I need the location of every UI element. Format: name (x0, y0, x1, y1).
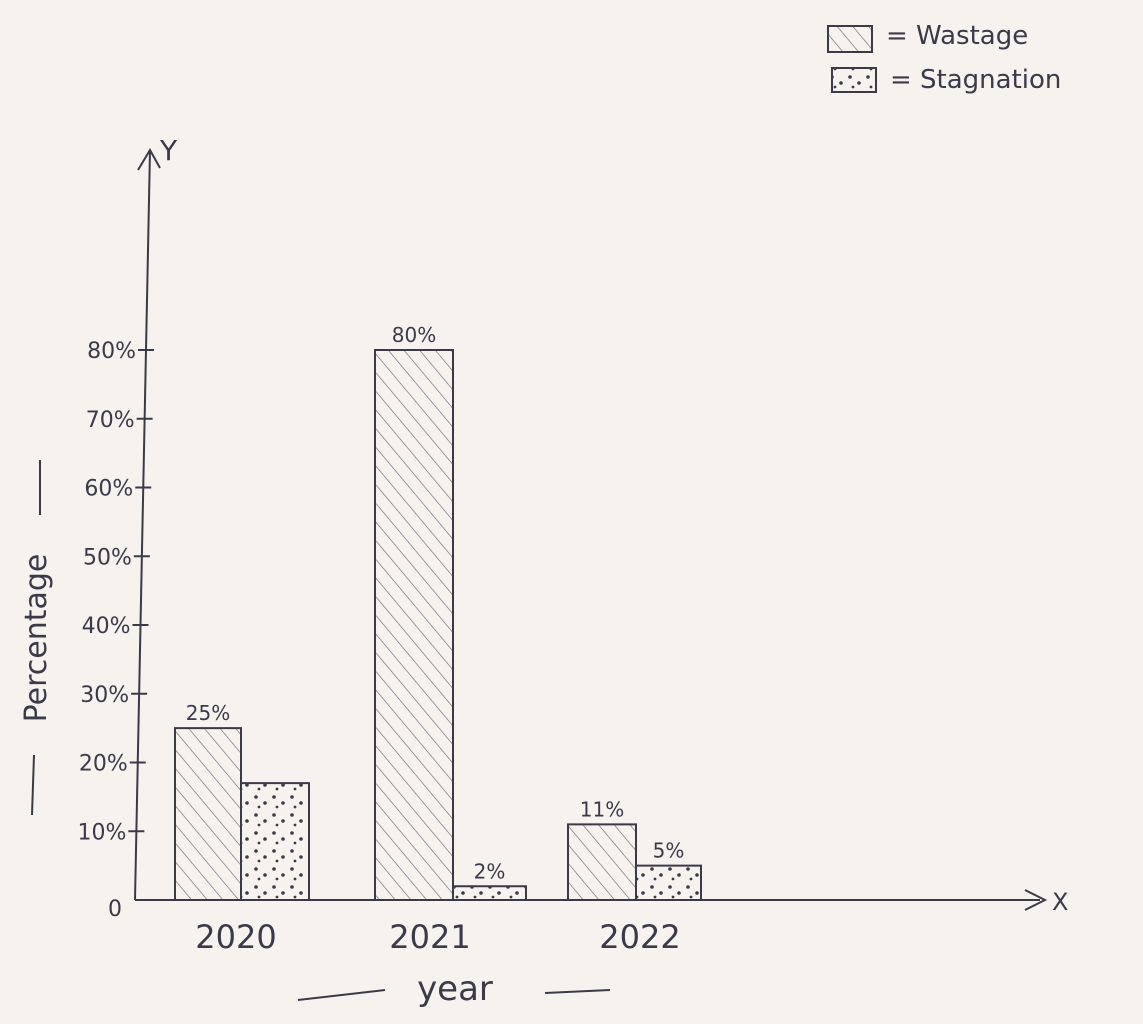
x-axis-title-dash-left (297, 989, 386, 1001)
x-axis-arrow (1024, 889, 1048, 911)
legend-swatch-stagnation (831, 67, 877, 93)
bar-stagnation-2020 (240, 782, 310, 901)
data-label: 2% (474, 859, 506, 883)
y-tick-label: 10% (77, 820, 126, 845)
y-axis-letter: Y (159, 134, 178, 167)
legend-label-stagnation: = Stagnation (890, 65, 1061, 95)
bar-wastage-2020 (174, 727, 242, 901)
origin-label: 0 (108, 897, 122, 922)
data-label: 5% (653, 839, 685, 863)
y-tick-label: 60% (84, 477, 133, 502)
bar-wastage-2022 (567, 823, 637, 901)
y-tick-label: 20% (79, 752, 128, 777)
legend-swatch-wastage (827, 25, 873, 53)
data-label: 11% (580, 797, 624, 821)
x-axis-title-dash-right (544, 989, 611, 994)
y-axis-arrow (137, 148, 161, 171)
x-tick-labels: 2020 2021 2022 (195, 918, 680, 956)
y-axis-title-dash-bottom (31, 754, 35, 816)
bar-wastage-2021 (374, 349, 454, 901)
y-axis-title: Percentage (19, 554, 54, 723)
legend: = Wastage = Stagnation (827, 21, 1061, 95)
y-tick-label: 30% (80, 683, 129, 708)
x-tick-label: 2022 (599, 918, 680, 956)
bar-stagnation-2021 (452, 885, 527, 901)
data-label: 80% (392, 323, 436, 347)
y-tick-label: 70% (86, 408, 135, 433)
x-axis-letter: X (1052, 888, 1068, 916)
x-axis-title: year (417, 969, 493, 1009)
x-tick-label: 2021 (389, 918, 470, 956)
y-tick-label: 50% (83, 545, 132, 570)
y-tick-label: 40% (82, 614, 131, 639)
bar-stagnation-2022 (635, 864, 702, 901)
y-axis (134, 149, 151, 901)
bars: 25% 80% 2% 11% 5% (174, 323, 702, 901)
x-tick-label: 2020 (195, 918, 276, 956)
y-tick-label: 80% (87, 339, 136, 364)
data-label: 25% (186, 701, 230, 725)
legend-label-wastage: = Wastage (886, 21, 1028, 51)
y-ticks: 10% 20% 30% 40% 50% 60% 70% 80% (77, 339, 154, 845)
